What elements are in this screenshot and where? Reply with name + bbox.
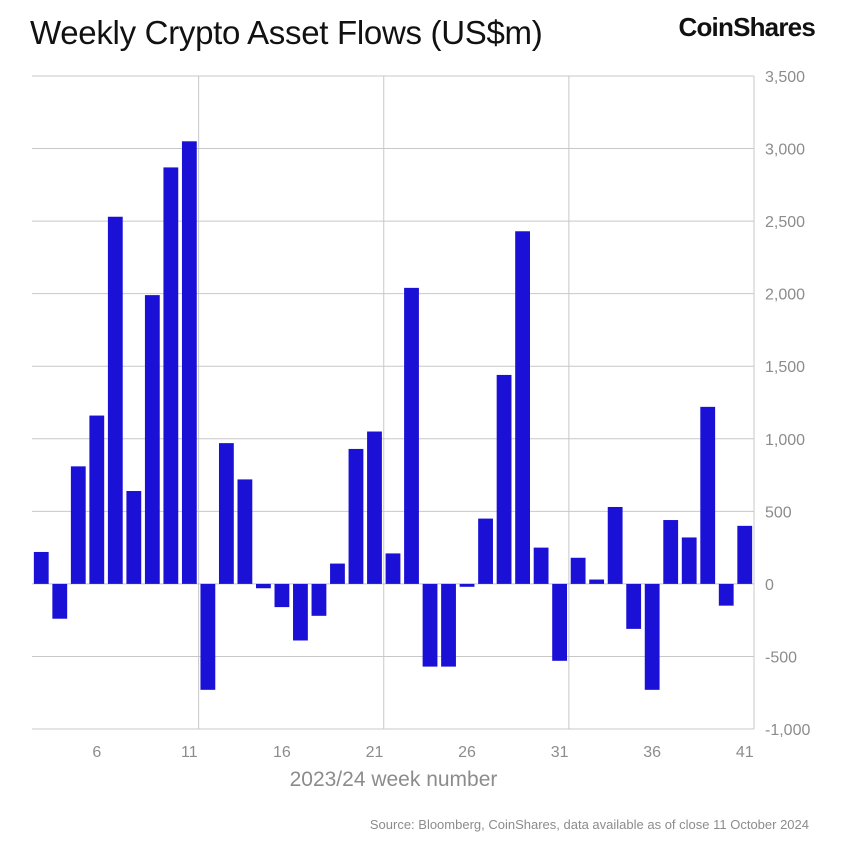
bar-week-40 [718, 583, 734, 606]
y-tick-label: -500 [765, 649, 797, 666]
x-tick-label: 41 [736, 744, 754, 761]
x-tick-label: 21 [366, 744, 384, 761]
bar-week-35 [626, 583, 642, 629]
bar-week-39 [700, 406, 716, 584]
source-note: Source: Bloomberg, CoinShares, data avai… [369, 817, 809, 832]
bar-chart: 3,500 3,000 2,500 2,000 1,500 1,000 500 0 -500 -1… [32, 69, 810, 761]
bar-week-31 [552, 583, 568, 661]
bar-week-6 [89, 415, 105, 584]
y-tick-label: 2,500 [765, 214, 805, 231]
chart-title: Weekly Crypto Asset Flows (US$m) [30, 14, 543, 51]
bar-week-36 [644, 583, 660, 690]
x-axis-ticks: 6 11 16 21 26 31 36 41 [92, 744, 753, 761]
y-tick-label: -1,000 [765, 722, 810, 739]
bar-week-14 [237, 479, 253, 584]
y-tick-label: 500 [765, 504, 792, 521]
bar-week-10 [163, 167, 179, 584]
bar-week-34 [607, 506, 623, 584]
y-tick-label: 3,500 [765, 69, 805, 86]
x-tick-label: 16 [273, 744, 291, 761]
x-tick-label: 26 [458, 744, 476, 761]
bar-week-4 [52, 583, 68, 619]
bar-week-32 [570, 557, 586, 584]
bar-week-24 [422, 583, 438, 667]
coinshares-logo: CoinShares [678, 12, 816, 42]
x-tick-label: 11 [181, 744, 198, 761]
bar-week-7 [107, 216, 123, 584]
bar-week-11 [181, 141, 197, 584]
bar-week-38 [681, 537, 697, 584]
y-tick-label: 2,000 [765, 287, 805, 304]
bar-week-23 [404, 287, 419, 584]
bar-week-20 [348, 448, 364, 584]
bar-week-25 [441, 583, 456, 667]
bar-week-37 [663, 520, 679, 584]
y-axis-ticks: 3,500 3,000 2,500 2,000 1,500 1,000 500 0 -500 -1… [765, 69, 810, 739]
x-axis-label: 2023/24 week number [289, 768, 498, 791]
y-tick-label: 1,000 [765, 432, 805, 449]
bar-week-8 [126, 491, 142, 584]
bar-week-9 [144, 295, 160, 584]
bar-week-19 [330, 563, 345, 584]
bar-week-26 [459, 583, 475, 587]
bar-week-41 [737, 525, 753, 584]
y-tick-label: 0 [765, 577, 774, 594]
x-tick-label: 31 [551, 744, 569, 761]
bar-week-27 [478, 518, 493, 584]
bar-week-17 [293, 583, 308, 641]
bar-week-12 [200, 583, 216, 690]
bar-week-33 [589, 579, 605, 584]
x-tick-label: 36 [643, 744, 661, 761]
bar-week-5 [70, 466, 86, 584]
bar-week-13 [218, 443, 234, 584]
bar-week-15 [256, 583, 271, 589]
bar-week-22 [385, 553, 401, 584]
bar-week-21 [367, 431, 382, 584]
bar-week-3 [33, 551, 49, 584]
bar-week-29 [515, 231, 530, 584]
x-tick-label: 6 [92, 744, 101, 761]
y-tick-label: 1,500 [765, 359, 805, 376]
y-tick-label: 3,000 [765, 142, 805, 159]
bar-week-16 [274, 583, 290, 608]
bar-week-30 [533, 547, 549, 584]
bars [33, 141, 753, 690]
bar-week-28 [496, 374, 512, 584]
bar-week-18 [311, 583, 327, 616]
